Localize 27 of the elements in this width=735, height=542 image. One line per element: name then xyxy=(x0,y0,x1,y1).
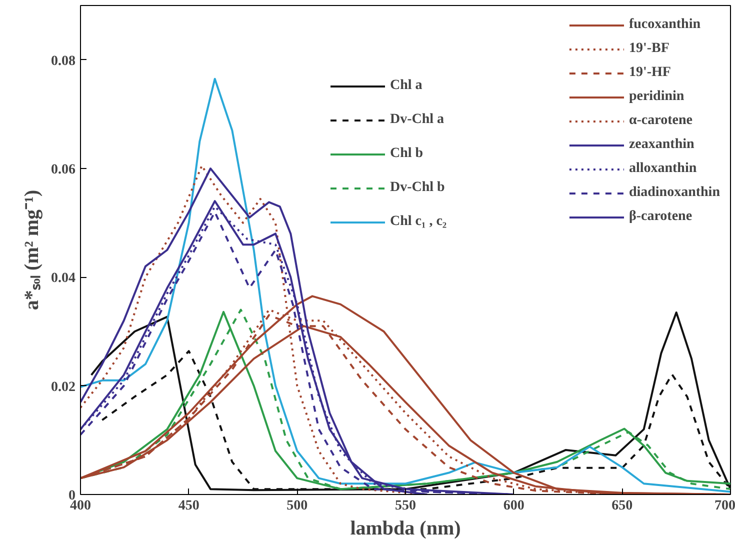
legend-label: β-carotene xyxy=(628,209,692,225)
y-tick-label: 0.02 xyxy=(51,380,76,395)
y-tick-label: 0.04 xyxy=(51,271,76,286)
legend-label: zeaxanthin xyxy=(628,137,694,153)
x-axis-title: lambda (nm) xyxy=(350,518,461,540)
y-tick-label: 0.08 xyxy=(51,54,76,69)
legend-label: 19'-HF xyxy=(628,65,671,81)
legend-label: Chl c₁ , c₂ xyxy=(390,214,447,230)
y-axis-title: a*ₛₒₗ (m² mg⁻¹) xyxy=(21,190,43,310)
legend-label: diadinoxanthin xyxy=(628,185,720,201)
legend-label: Chl b xyxy=(390,146,424,162)
legend-label: fucoxanthin xyxy=(628,17,701,33)
x-tick-label: 700 xyxy=(714,498,735,514)
x-tick-label: 550 xyxy=(395,498,416,514)
legend-label: alloxanthin xyxy=(628,161,697,177)
legend-label: Dv-Chl a xyxy=(390,112,444,128)
legend-label: α-carotene xyxy=(628,113,692,129)
y-tick-label: 0.06 xyxy=(51,162,76,178)
legend-label: peridinin xyxy=(628,89,684,105)
legend-label: Chl a xyxy=(390,78,422,94)
legend-label: Dv-Chl b xyxy=(390,180,445,196)
x-tick-label: 450 xyxy=(178,498,200,514)
x-tick-label: 400 xyxy=(70,498,91,514)
x-tick-label: 650 xyxy=(612,498,633,514)
x-tick-label: 600 xyxy=(503,498,524,514)
legend-label: 19'-BF xyxy=(628,41,670,57)
x-tick-label: 500 xyxy=(286,498,308,514)
